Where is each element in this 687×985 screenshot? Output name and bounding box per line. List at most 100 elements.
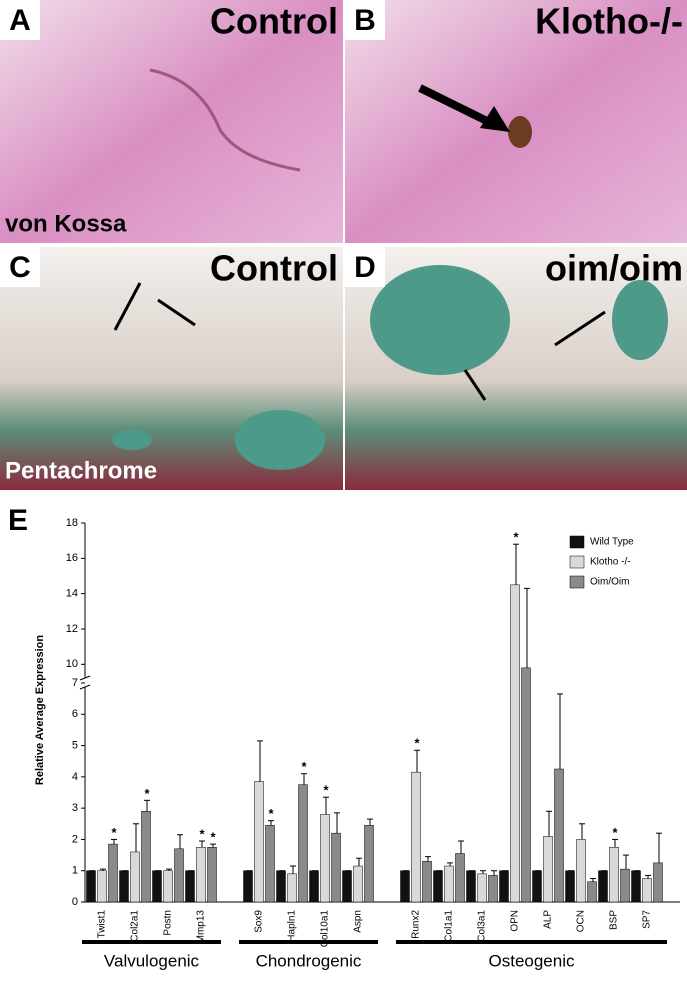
bar [521, 667, 531, 903]
bar [364, 825, 374, 903]
bar [433, 870, 443, 903]
bar [309, 870, 319, 903]
bar [499, 870, 509, 903]
significance-star: * [414, 736, 420, 751]
y-tick-label: 0 [72, 896, 78, 908]
panel-label: oim/oim [545, 248, 683, 289]
bar [141, 811, 151, 903]
calcification [508, 116, 532, 148]
significance-star: * [301, 759, 307, 774]
bar [455, 853, 465, 903]
x-tick-label: Col2a1 [130, 910, 141, 942]
panel-letter: D [354, 251, 376, 284]
bar [276, 870, 286, 903]
group-bracket [239, 940, 378, 944]
panel-letter: E [8, 504, 28, 537]
bar [342, 870, 352, 903]
arrow [157, 298, 196, 327]
significance-star: * [323, 783, 329, 798]
bar [254, 781, 264, 903]
significance-star: * [144, 786, 150, 801]
bar [119, 870, 129, 903]
bar [642, 878, 652, 903]
x-tick-label: Mmp13 [196, 910, 207, 944]
axis-break [79, 675, 91, 681]
y-tick-label: 3 [72, 802, 78, 814]
panel-letter: B [354, 4, 376, 37]
bar [353, 865, 363, 903]
bar [543, 836, 553, 903]
x-tick-label: Col1a1 [444, 910, 455, 942]
bar [411, 771, 421, 903]
x-tick-label: OCN [576, 910, 587, 932]
significance-star: * [612, 825, 618, 840]
y-tick-label: 18 [66, 517, 78, 529]
bar [653, 862, 663, 903]
significance-star: * [268, 806, 274, 821]
bar [163, 870, 173, 903]
bar [587, 881, 597, 903]
bar [108, 843, 118, 903]
y-axis-label: Relative Average Expression [34, 635, 46, 785]
y-tick-label: 2 [72, 833, 78, 845]
legend-swatch [569, 555, 585, 569]
x-tick-label: BSP [609, 910, 620, 930]
bar [565, 870, 575, 903]
bar [620, 868, 630, 903]
panel-letter: C [9, 251, 31, 284]
bar [97, 870, 107, 903]
group-label: Chondrogenic [256, 951, 362, 970]
x-tick-label: Postn [163, 910, 174, 936]
bar [243, 870, 253, 903]
tissue [112, 430, 152, 450]
y-tick-label: 5 [72, 739, 78, 751]
group-label: Valvulogenic [104, 951, 200, 970]
bar [86, 870, 96, 903]
tissue [235, 410, 325, 470]
legend-label: Oim/Oim [590, 577, 629, 588]
x-tick-label: OPN [510, 910, 521, 932]
panel-letter-box [0, 247, 40, 287]
x-tick-label: Runx2 [411, 910, 422, 939]
group-label: Osteogenic [489, 951, 575, 970]
bar [287, 873, 297, 903]
arrow [463, 369, 487, 401]
bar [488, 875, 498, 903]
axis-break [79, 684, 91, 690]
tissue [370, 265, 510, 375]
x-tick-label: Col3a1 [477, 910, 488, 942]
bar [631, 870, 641, 903]
bar [207, 847, 217, 903]
bar [265, 825, 275, 903]
x-tick-label: ALP [543, 910, 554, 929]
bar [466, 870, 476, 903]
panel-caption: Pentachrome [5, 457, 157, 484]
panel-letter-box [345, 0, 385, 40]
bar [477, 873, 487, 903]
bar [152, 870, 162, 903]
tissue [149, 68, 301, 172]
legend-label: Klotho -/- [590, 557, 631, 568]
group-bracket [396, 940, 667, 944]
bar [554, 768, 564, 903]
panel-letter-box [345, 247, 385, 287]
bar [298, 784, 308, 903]
arrow [554, 310, 606, 347]
histology-image [0, 0, 343, 243]
x-tick-label: Col10a1 [320, 910, 331, 948]
panel-label: Control [210, 248, 338, 289]
bar [510, 584, 520, 903]
legend-swatch [569, 535, 585, 549]
bar [576, 839, 586, 903]
bar [174, 848, 184, 903]
y-tick-label: 14 [66, 588, 78, 600]
y-tick-label: 16 [66, 552, 78, 564]
bar [400, 870, 410, 903]
y-tick-label: 10 [66, 658, 78, 670]
panel-letter: A [9, 4, 31, 37]
significance-star: * [210, 830, 216, 845]
panel-letter-box [0, 0, 40, 40]
significance-star: * [199, 826, 205, 841]
bar [185, 870, 195, 903]
